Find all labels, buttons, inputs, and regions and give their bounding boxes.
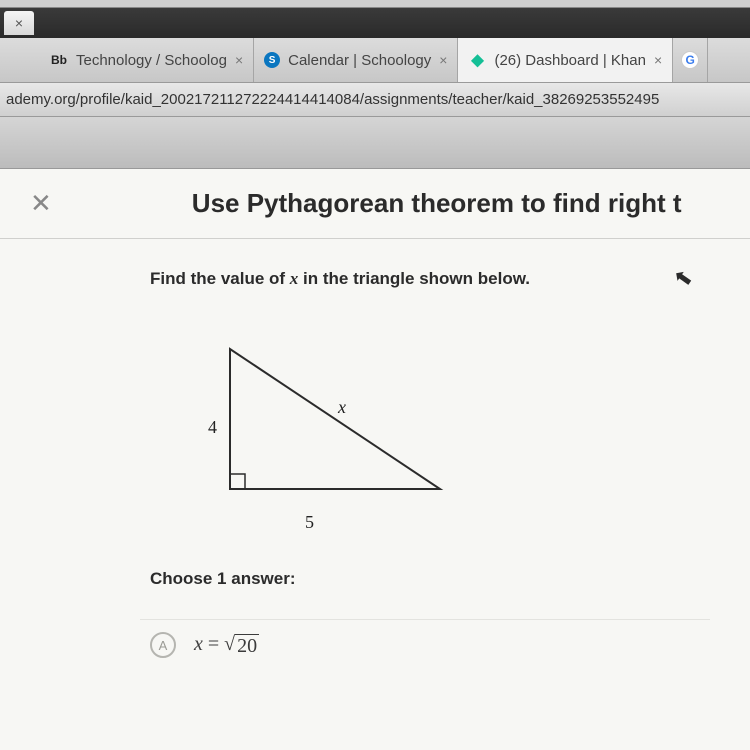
browser-tab[interactable]: G [673, 38, 708, 82]
triangle-shape [230, 349, 440, 489]
expr-var: x [194, 633, 203, 655]
triangle-figure: 4 x 5 [190, 339, 450, 509]
browser-tab-strip: Bb Technology / Schoolog × S Calendar | … [0, 38, 750, 83]
favicon-schoology: S [264, 52, 280, 68]
tab-close-icon[interactable]: × [654, 52, 662, 68]
page-title: Use Pythagorean theorem to find right t [192, 188, 682, 219]
tab-label: (26) Dashboard | Khan [494, 52, 646, 69]
label-hypotenuse: x [338, 397, 346, 418]
answer-option-a[interactable]: A x = √20 [140, 619, 710, 670]
label-leg-horizontal: 5 [305, 512, 314, 533]
tab-label: Calendar | Schoology [288, 52, 431, 69]
radical-glyph: √ [224, 634, 235, 654]
choose-label: Choose 1 answer: [150, 569, 710, 589]
os-titlebar-fragment [0, 0, 750, 8]
favicon-khan: ◆ [468, 51, 486, 69]
prompt-post: in the triangle shown below. [298, 269, 530, 288]
close-icon: × [15, 15, 23, 31]
tab-close-icon[interactable]: × [439, 52, 447, 68]
address-bar[interactable]: ademy.org/profile/kaid_20021721127222441… [0, 83, 750, 117]
right-angle-icon [230, 474, 245, 489]
browser-tab[interactable]: Bb Technology / Schoolog × [40, 38, 254, 82]
tab-label: Technology / Schoolog [76, 52, 227, 69]
browser-tab-active[interactable]: ◆ (26) Dashboard | Khan × [458, 38, 673, 82]
option-expression: x = √20 [194, 633, 259, 657]
window-tab-close[interactable]: × [4, 11, 34, 35]
page-header: ✕ Use Pythagorean theorem to find right … [0, 169, 750, 239]
prompt-text: Find the value of x in the triangle show… [150, 269, 710, 289]
sqrt-icon: √20 [224, 634, 259, 657]
favicon-bb: Bb [50, 51, 68, 69]
triangle-svg [190, 339, 450, 499]
browser-tab[interactable]: S Calendar | Schoology × [254, 38, 458, 82]
close-exercise-button[interactable]: ✕ [30, 188, 52, 219]
option-letter-circle: A [150, 632, 176, 658]
page-content: ✕ Use Pythagorean theorem to find right … [0, 169, 750, 750]
cursor-icon: ⬉ [671, 264, 694, 293]
window-tab-row: × [0, 8, 750, 38]
tab-close-icon[interactable]: × [235, 52, 243, 68]
prompt-pre: Find the value of [150, 269, 290, 288]
exercise-content: Find the value of x in the triangle show… [0, 239, 750, 670]
label-leg-vertical: 4 [208, 417, 217, 438]
bookmark-toolbar [0, 117, 750, 169]
radicand: 20 [235, 634, 259, 657]
url-text: ademy.org/profile/kaid_20021721127222441… [6, 91, 659, 108]
expr-eq: = [203, 633, 224, 655]
favicon-g: G [681, 51, 699, 69]
